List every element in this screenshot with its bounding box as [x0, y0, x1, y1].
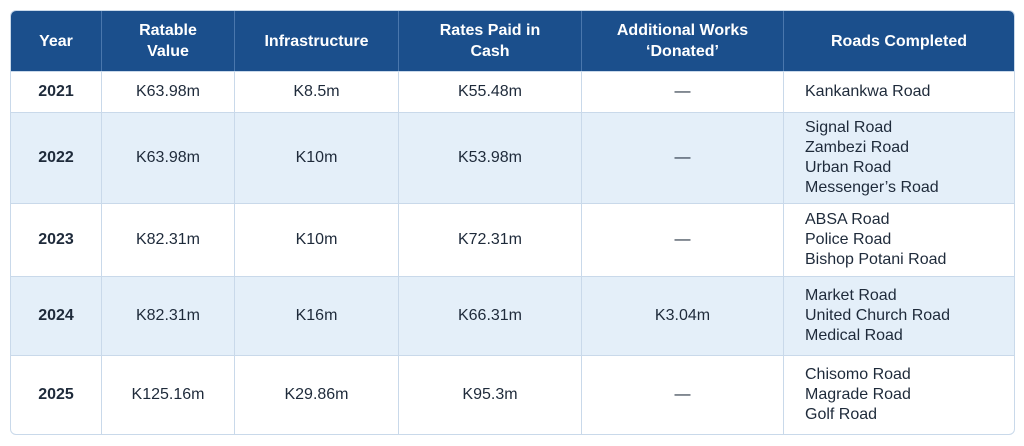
- text-line: Infrastructure: [264, 32, 369, 50]
- header-cell: Year: [11, 11, 101, 71]
- text-line: Value: [147, 43, 189, 60]
- header-cell: Additional Works ‘Donated’: [581, 11, 783, 71]
- text-line: Signal Road: [805, 119, 893, 136]
- table-row: 2025 K125.16m K29.86m K95.3m — Chisomo Road Ma…: [11, 355, 1014, 434]
- table-cell: Chisomo Road Magrade Road Golf Road: [783, 356, 1014, 434]
- table-cell: K10m: [234, 113, 398, 203]
- text-line: Ratable: [139, 22, 197, 39]
- table-cell: 2024: [38, 307, 74, 324]
- text-line: Market Road: [805, 287, 897, 304]
- text-line: Roads Completed: [830, 32, 967, 50]
- table-cell: K82.31m: [101, 204, 234, 276]
- header-row: Year Ratable Value Infrastructure Rates Paid…: [11, 11, 1014, 71]
- text-line: ‘Donated’: [646, 43, 719, 60]
- table-cell: Signal Road Zambezi Road Urban Road Messeng…: [783, 113, 1014, 203]
- text-line: Police Road: [805, 231, 892, 248]
- text-line: Golf Road: [805, 406, 878, 423]
- table-cell: 2025: [38, 386, 74, 403]
- text-line: Cash: [470, 43, 510, 60]
- text-line: Medical Road: [805, 327, 903, 344]
- table-cell: —: [581, 113, 783, 203]
- header-cell: Infrastructure: [234, 11, 398, 71]
- text-line: Magrade Road: [805, 386, 911, 403]
- table-cell: 2022: [38, 149, 74, 166]
- header-cell: Rates Paid in Cash: [398, 11, 581, 71]
- text-line: Messenger’s Road: [805, 179, 939, 196]
- text-line: Kankankwa Road: [805, 83, 931, 100]
- table-cell: K3.04m: [581, 277, 783, 355]
- table-cell: —: [581, 72, 783, 112]
- text-line: Bishop Potani Road: [805, 251, 947, 268]
- text-line: Urban Road: [805, 159, 892, 176]
- text-line: United Church Road: [805, 307, 950, 324]
- table-cell: K8.5m: [234, 72, 398, 112]
- table-cell: —: [581, 204, 783, 276]
- table-cell: K53.98m: [398, 113, 581, 203]
- table-cell: K82.31m: [101, 277, 234, 355]
- header-cell: Ratable Value: [101, 11, 234, 71]
- text-line: Rates Paid in: [439, 22, 541, 39]
- table-cell: Market Road United Church Road Medical Roa…: [783, 277, 1014, 355]
- table-cell: K72.31m: [398, 204, 581, 276]
- table-cell: —: [581, 356, 783, 434]
- table-cell: ABSA Road Police Road Bishop Potani Road: [783, 204, 1014, 276]
- text-line: Zambezi Road: [805, 139, 910, 156]
- table-cell: 2023: [38, 231, 74, 248]
- text-line: Year: [39, 32, 73, 50]
- table-cell: K29.86m: [234, 356, 398, 434]
- table-cell: K125.16m: [101, 356, 234, 434]
- text-line: Chisomo Road: [805, 366, 911, 383]
- table-row: 2023 K82.31m K10m K72.31m — ABSA Road Police R…: [11, 203, 1014, 276]
- table-cell: K10m: [234, 204, 398, 276]
- table-cell: K63.98m: [101, 72, 234, 112]
- text-line: ABSA Road: [805, 211, 890, 228]
- table: Year Ratable Value Infrastructure Rates Paid…: [10, 10, 1015, 435]
- table-cell: K16m: [234, 277, 398, 355]
- text-line: Additional Works: [616, 22, 749, 39]
- table-cell: 2021: [38, 83, 74, 100]
- table-cell: K55.48m: [398, 72, 581, 112]
- table-row: 2022 K63.98m K10m K53.98m — Signal Road Zambez…: [11, 112, 1014, 203]
- table-row: 2024 K82.31m K16m K66.31m K3.04m Market Road U…: [11, 276, 1014, 355]
- header-cell: Roads Completed: [783, 11, 1014, 71]
- table-cell: K63.98m: [101, 113, 234, 203]
- table-cell: Kankankwa Road: [783, 72, 1014, 112]
- table-cell: K66.31m: [398, 277, 581, 355]
- table-cell: K95.3m: [398, 356, 581, 434]
- table-row: 2021 K63.98m K8.5m K55.48m — Kankankwa Road: [11, 71, 1014, 112]
